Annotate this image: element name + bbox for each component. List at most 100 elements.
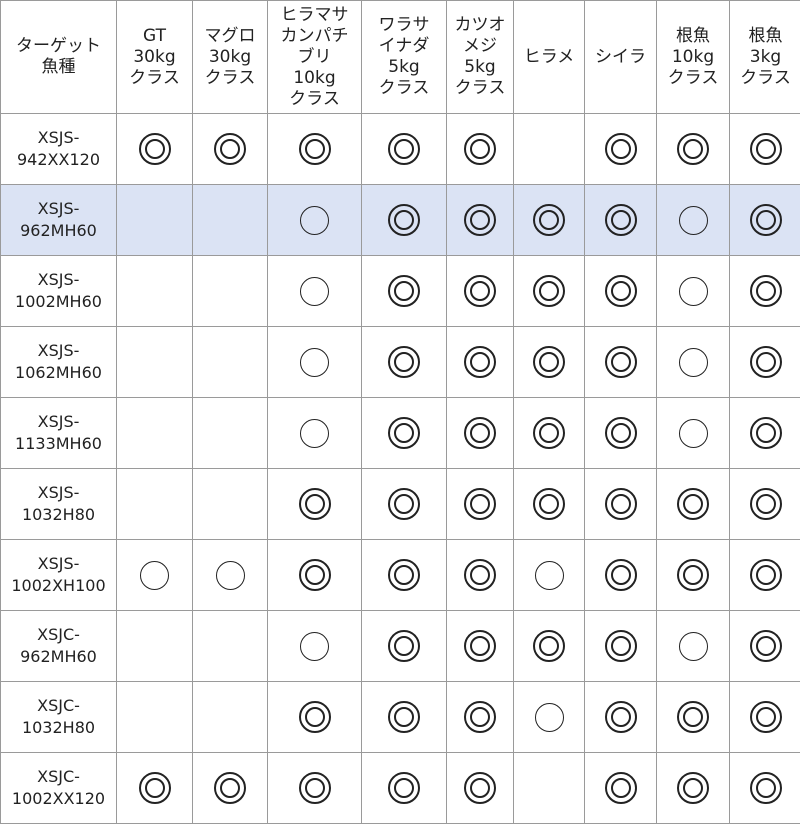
rating-cell bbox=[268, 753, 362, 824]
model-name: XSJS- 962MH60 bbox=[1, 185, 117, 256]
rating-cell bbox=[585, 682, 657, 753]
rating-cell bbox=[362, 185, 447, 256]
rating-cell bbox=[514, 185, 585, 256]
double-circle-icon bbox=[677, 772, 709, 804]
rating-cell bbox=[585, 398, 657, 469]
rating-cell bbox=[514, 682, 585, 753]
table-row: XSJS- 1032H80 bbox=[1, 469, 800, 540]
rating-cell bbox=[585, 753, 657, 824]
double-circle-icon bbox=[464, 204, 496, 236]
rating-cell bbox=[193, 256, 268, 327]
rating-cell bbox=[447, 682, 514, 753]
double-circle-icon bbox=[533, 417, 565, 449]
rating-cell bbox=[657, 753, 730, 824]
circle-icon bbox=[535, 561, 564, 590]
circle-icon bbox=[679, 277, 708, 306]
rating-cell bbox=[514, 256, 585, 327]
rating-cell bbox=[268, 682, 362, 753]
rating-cell bbox=[193, 469, 268, 540]
rating-cell bbox=[447, 540, 514, 611]
double-circle-icon bbox=[750, 346, 782, 378]
rating-cell bbox=[585, 540, 657, 611]
column-header: GT 30kg クラス bbox=[117, 1, 193, 114]
rating-cell bbox=[447, 611, 514, 682]
rating-cell bbox=[657, 114, 730, 185]
rating-cell bbox=[730, 114, 800, 185]
rating-cell bbox=[514, 327, 585, 398]
rating-cell bbox=[730, 753, 800, 824]
rating-cell bbox=[193, 682, 268, 753]
model-name: XSJC- 962MH60 bbox=[1, 611, 117, 682]
double-circle-icon bbox=[750, 417, 782, 449]
rating-cell bbox=[657, 185, 730, 256]
circle-icon bbox=[300, 206, 329, 235]
rating-cell bbox=[447, 256, 514, 327]
rating-cell bbox=[193, 398, 268, 469]
rating-cell bbox=[117, 327, 193, 398]
rating-cell bbox=[268, 469, 362, 540]
rating-cell bbox=[514, 753, 585, 824]
circle-icon bbox=[679, 206, 708, 235]
column-header: ヒラメ bbox=[514, 1, 585, 114]
rating-cell bbox=[730, 682, 800, 753]
double-circle-icon bbox=[464, 630, 496, 662]
rating-cell bbox=[362, 114, 447, 185]
rating-cell bbox=[585, 469, 657, 540]
rating-cell bbox=[362, 469, 447, 540]
rating-cell bbox=[193, 114, 268, 185]
double-circle-icon bbox=[464, 275, 496, 307]
double-circle-icon bbox=[533, 346, 565, 378]
circle-icon bbox=[300, 277, 329, 306]
double-circle-icon bbox=[464, 133, 496, 165]
header-corner: ターゲット 魚種 bbox=[1, 1, 117, 114]
double-circle-icon bbox=[388, 417, 420, 449]
double-circle-icon bbox=[750, 275, 782, 307]
rating-cell bbox=[585, 256, 657, 327]
double-circle-icon bbox=[605, 630, 637, 662]
circle-icon bbox=[216, 561, 245, 590]
rating-cell bbox=[362, 398, 447, 469]
rating-cell bbox=[730, 256, 800, 327]
model-name: XSJC- 1032H80 bbox=[1, 682, 117, 753]
column-header: 根魚 10kg クラス bbox=[657, 1, 730, 114]
table-row: XSJS- 1002MH60 bbox=[1, 256, 800, 327]
double-circle-icon bbox=[464, 417, 496, 449]
double-circle-icon bbox=[677, 488, 709, 520]
double-circle-icon bbox=[750, 488, 782, 520]
double-circle-icon bbox=[750, 772, 782, 804]
rating-cell bbox=[268, 398, 362, 469]
double-circle-icon bbox=[533, 204, 565, 236]
table-row: XSJS- 1133MH60 bbox=[1, 398, 800, 469]
rating-cell bbox=[447, 398, 514, 469]
double-circle-icon bbox=[299, 701, 331, 733]
double-circle-icon bbox=[139, 772, 171, 804]
header-row: ターゲット 魚種 GT 30kg クラスマグロ 30kg クラスヒラマサ カンパ… bbox=[1, 1, 800, 114]
rating-cell bbox=[268, 327, 362, 398]
double-circle-icon bbox=[388, 701, 420, 733]
double-circle-icon bbox=[299, 133, 331, 165]
model-name: XSJS- 1133MH60 bbox=[1, 398, 117, 469]
rating-cell bbox=[447, 114, 514, 185]
double-circle-icon bbox=[605, 346, 637, 378]
double-circle-icon bbox=[605, 772, 637, 804]
rating-cell bbox=[585, 114, 657, 185]
double-circle-icon bbox=[464, 346, 496, 378]
rating-cell bbox=[362, 753, 447, 824]
table-row: XSJS- 1002XH100 bbox=[1, 540, 800, 611]
rating-cell bbox=[657, 540, 730, 611]
table-row: XSJS- 942XX120 bbox=[1, 114, 800, 185]
rating-cell bbox=[730, 469, 800, 540]
rating-cell bbox=[657, 398, 730, 469]
double-circle-icon bbox=[605, 417, 637, 449]
double-circle-icon bbox=[214, 133, 246, 165]
rating-cell bbox=[117, 682, 193, 753]
double-circle-icon bbox=[750, 630, 782, 662]
circle-icon bbox=[300, 348, 329, 377]
rating-cell bbox=[362, 540, 447, 611]
double-circle-icon bbox=[464, 488, 496, 520]
rating-cell bbox=[117, 114, 193, 185]
table-row: XSJC- 1032H80 bbox=[1, 682, 800, 753]
double-circle-icon bbox=[388, 133, 420, 165]
double-circle-icon bbox=[388, 204, 420, 236]
